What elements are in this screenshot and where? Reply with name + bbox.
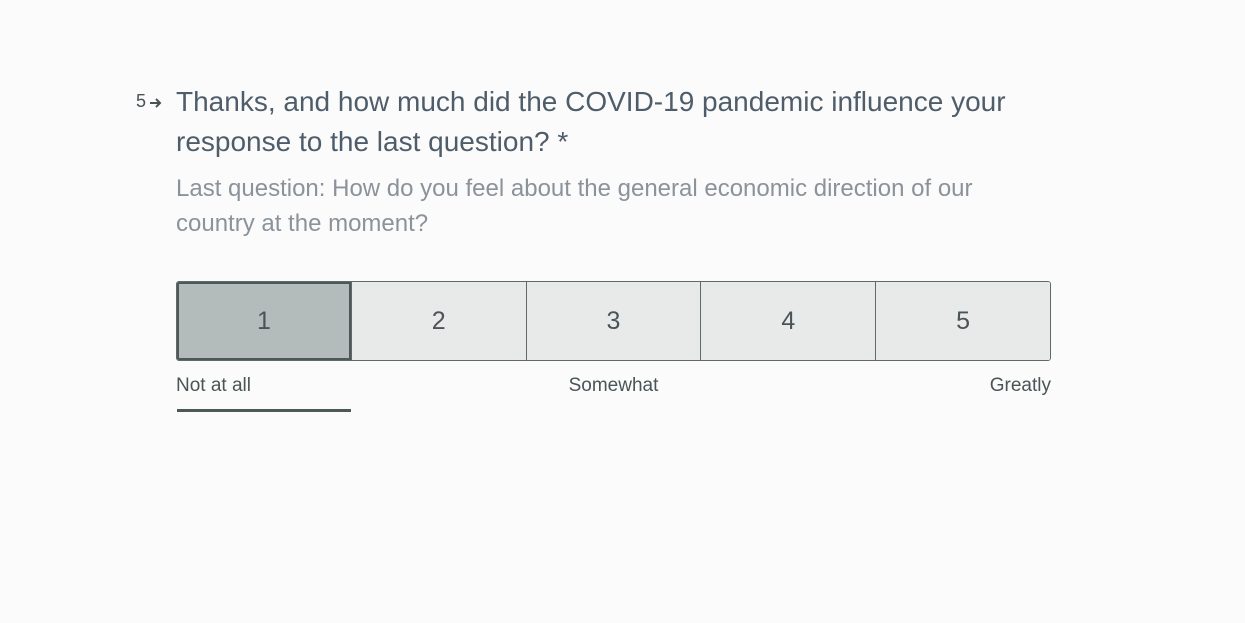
scale-option-3[interactable]: 3 bbox=[525, 282, 701, 360]
question-number-text: 5 bbox=[136, 91, 147, 111]
opinion-scale: 1 2 3 4 5 bbox=[176, 281, 1051, 361]
selected-indicator bbox=[177, 409, 351, 412]
scale-label-high: Greatly bbox=[989, 375, 1051, 396]
arrow-right-icon bbox=[149, 94, 163, 108]
scale-option-1[interactable]: 1 bbox=[177, 282, 351, 360]
question-title: Thanks, and how much did the COVID-19 pa… bbox=[176, 86, 1006, 157]
question-number: 5 bbox=[136, 91, 163, 111]
scale-label-mid: Somewhat bbox=[568, 375, 659, 396]
scale-option-5[interactable]: 5 bbox=[875, 282, 1050, 360]
scale-option-4[interactable]: 4 bbox=[700, 282, 876, 360]
scale-label-low: Not at all bbox=[176, 375, 251, 396]
scale-option-2[interactable]: 2 bbox=[350, 282, 526, 360]
scale-labels: Not at all Somewhat Greatly bbox=[176, 375, 1051, 399]
question-description: Last question: How do you feel about the… bbox=[176, 175, 973, 237]
